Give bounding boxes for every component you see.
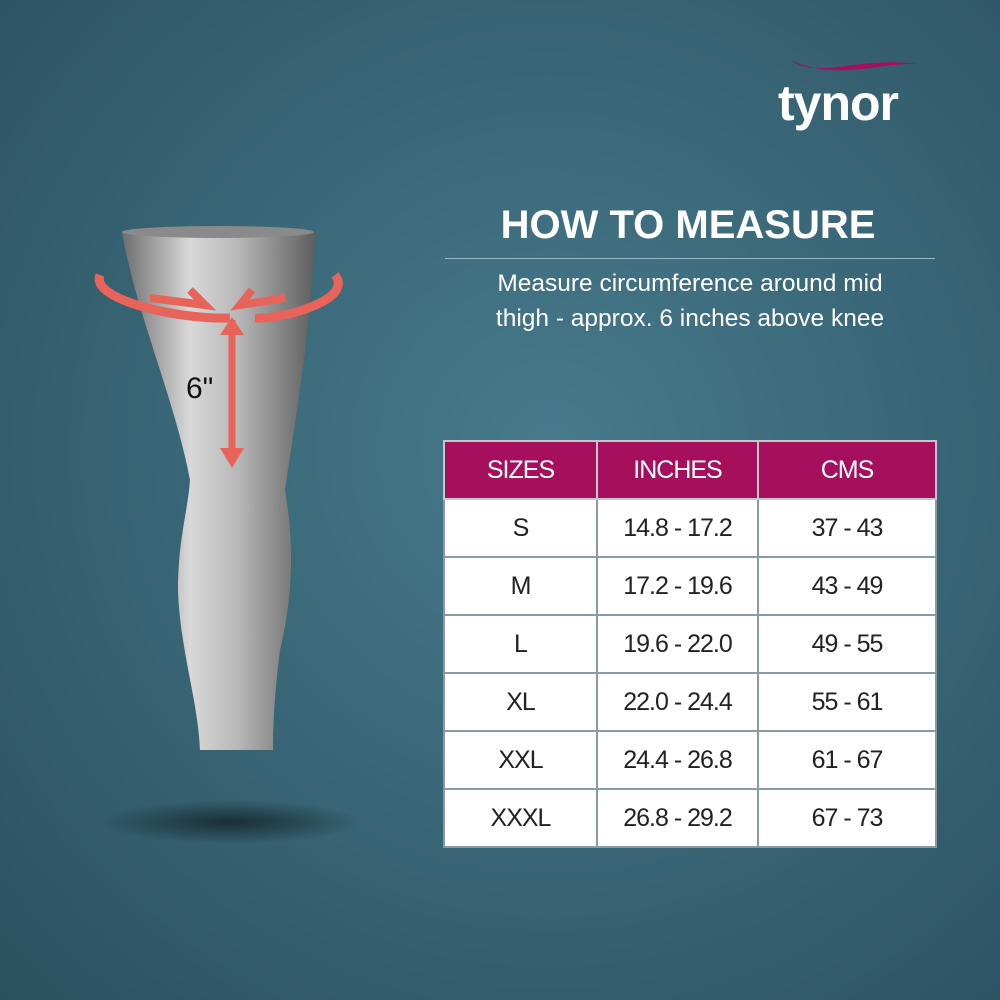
cell-inches: 17.2 - 19.6 (596, 556, 759, 616)
cell-size: XXL (443, 730, 598, 790)
logo-text: tynor (778, 75, 899, 131)
circumference-arrow-icon (94, 272, 343, 323)
leg-shadow (100, 800, 360, 844)
instruction-line-2: thigh - approx. 6 inches above knee (495, 305, 885, 332)
cell-inches: 14.8 - 17.2 (596, 498, 759, 558)
table-row: S 14.8 - 17.2 37 - 43 (443, 498, 937, 558)
leg-illustration (94, 226, 360, 844)
cell-cms: 49 - 55 (757, 614, 937, 674)
measure-label: 6" (186, 372, 214, 405)
title-divider (445, 258, 935, 259)
size-chart-table: SIZES INCHES CMS S 14.8 - 17.2 37 - 43 M 17.… (443, 440, 937, 848)
header-inches: INCHES (596, 440, 759, 500)
cell-inches: 19.6 - 22.0 (596, 614, 759, 674)
cell-size: M (443, 556, 598, 616)
header-cms: CMS (757, 440, 937, 500)
table-row: XXXL 26.8 - 29.2 67 - 73 (443, 788, 937, 848)
page-title: HOW TO MEASURE (500, 203, 876, 247)
cell-cms: 43 - 49 (757, 556, 937, 616)
logo-swoosh-icon (790, 60, 918, 71)
cell-cms: 37 - 43 (757, 498, 937, 558)
cell-size: XL (443, 672, 598, 732)
header-sizes: SIZES (443, 440, 598, 500)
cell-cms: 61 - 67 (757, 730, 937, 790)
table-row: XL 22.0 - 24.4 55 - 61 (443, 672, 937, 732)
table-row: M 17.2 - 19.6 43 - 49 (443, 556, 937, 616)
table-row: L 19.6 - 22.0 49 - 55 (443, 614, 937, 674)
cell-inches: 22.0 - 24.4 (596, 672, 759, 732)
cell-cms: 55 - 61 (757, 672, 937, 732)
cell-inches: 24.4 - 26.8 (596, 730, 759, 790)
cell-cms: 67 - 73 (757, 788, 937, 848)
cell-size: XXXL (443, 788, 598, 848)
cell-size: S (443, 498, 598, 558)
cell-size: L (443, 614, 598, 674)
table-row: XXL 24.4 - 26.8 61 - 67 (443, 730, 937, 790)
instruction-line-1: Measure circumference around mid (497, 270, 883, 297)
tynor-logo: tynor (778, 52, 948, 132)
table-header-row: SIZES INCHES CMS (443, 440, 937, 500)
cell-inches: 26.8 - 29.2 (596, 788, 759, 848)
